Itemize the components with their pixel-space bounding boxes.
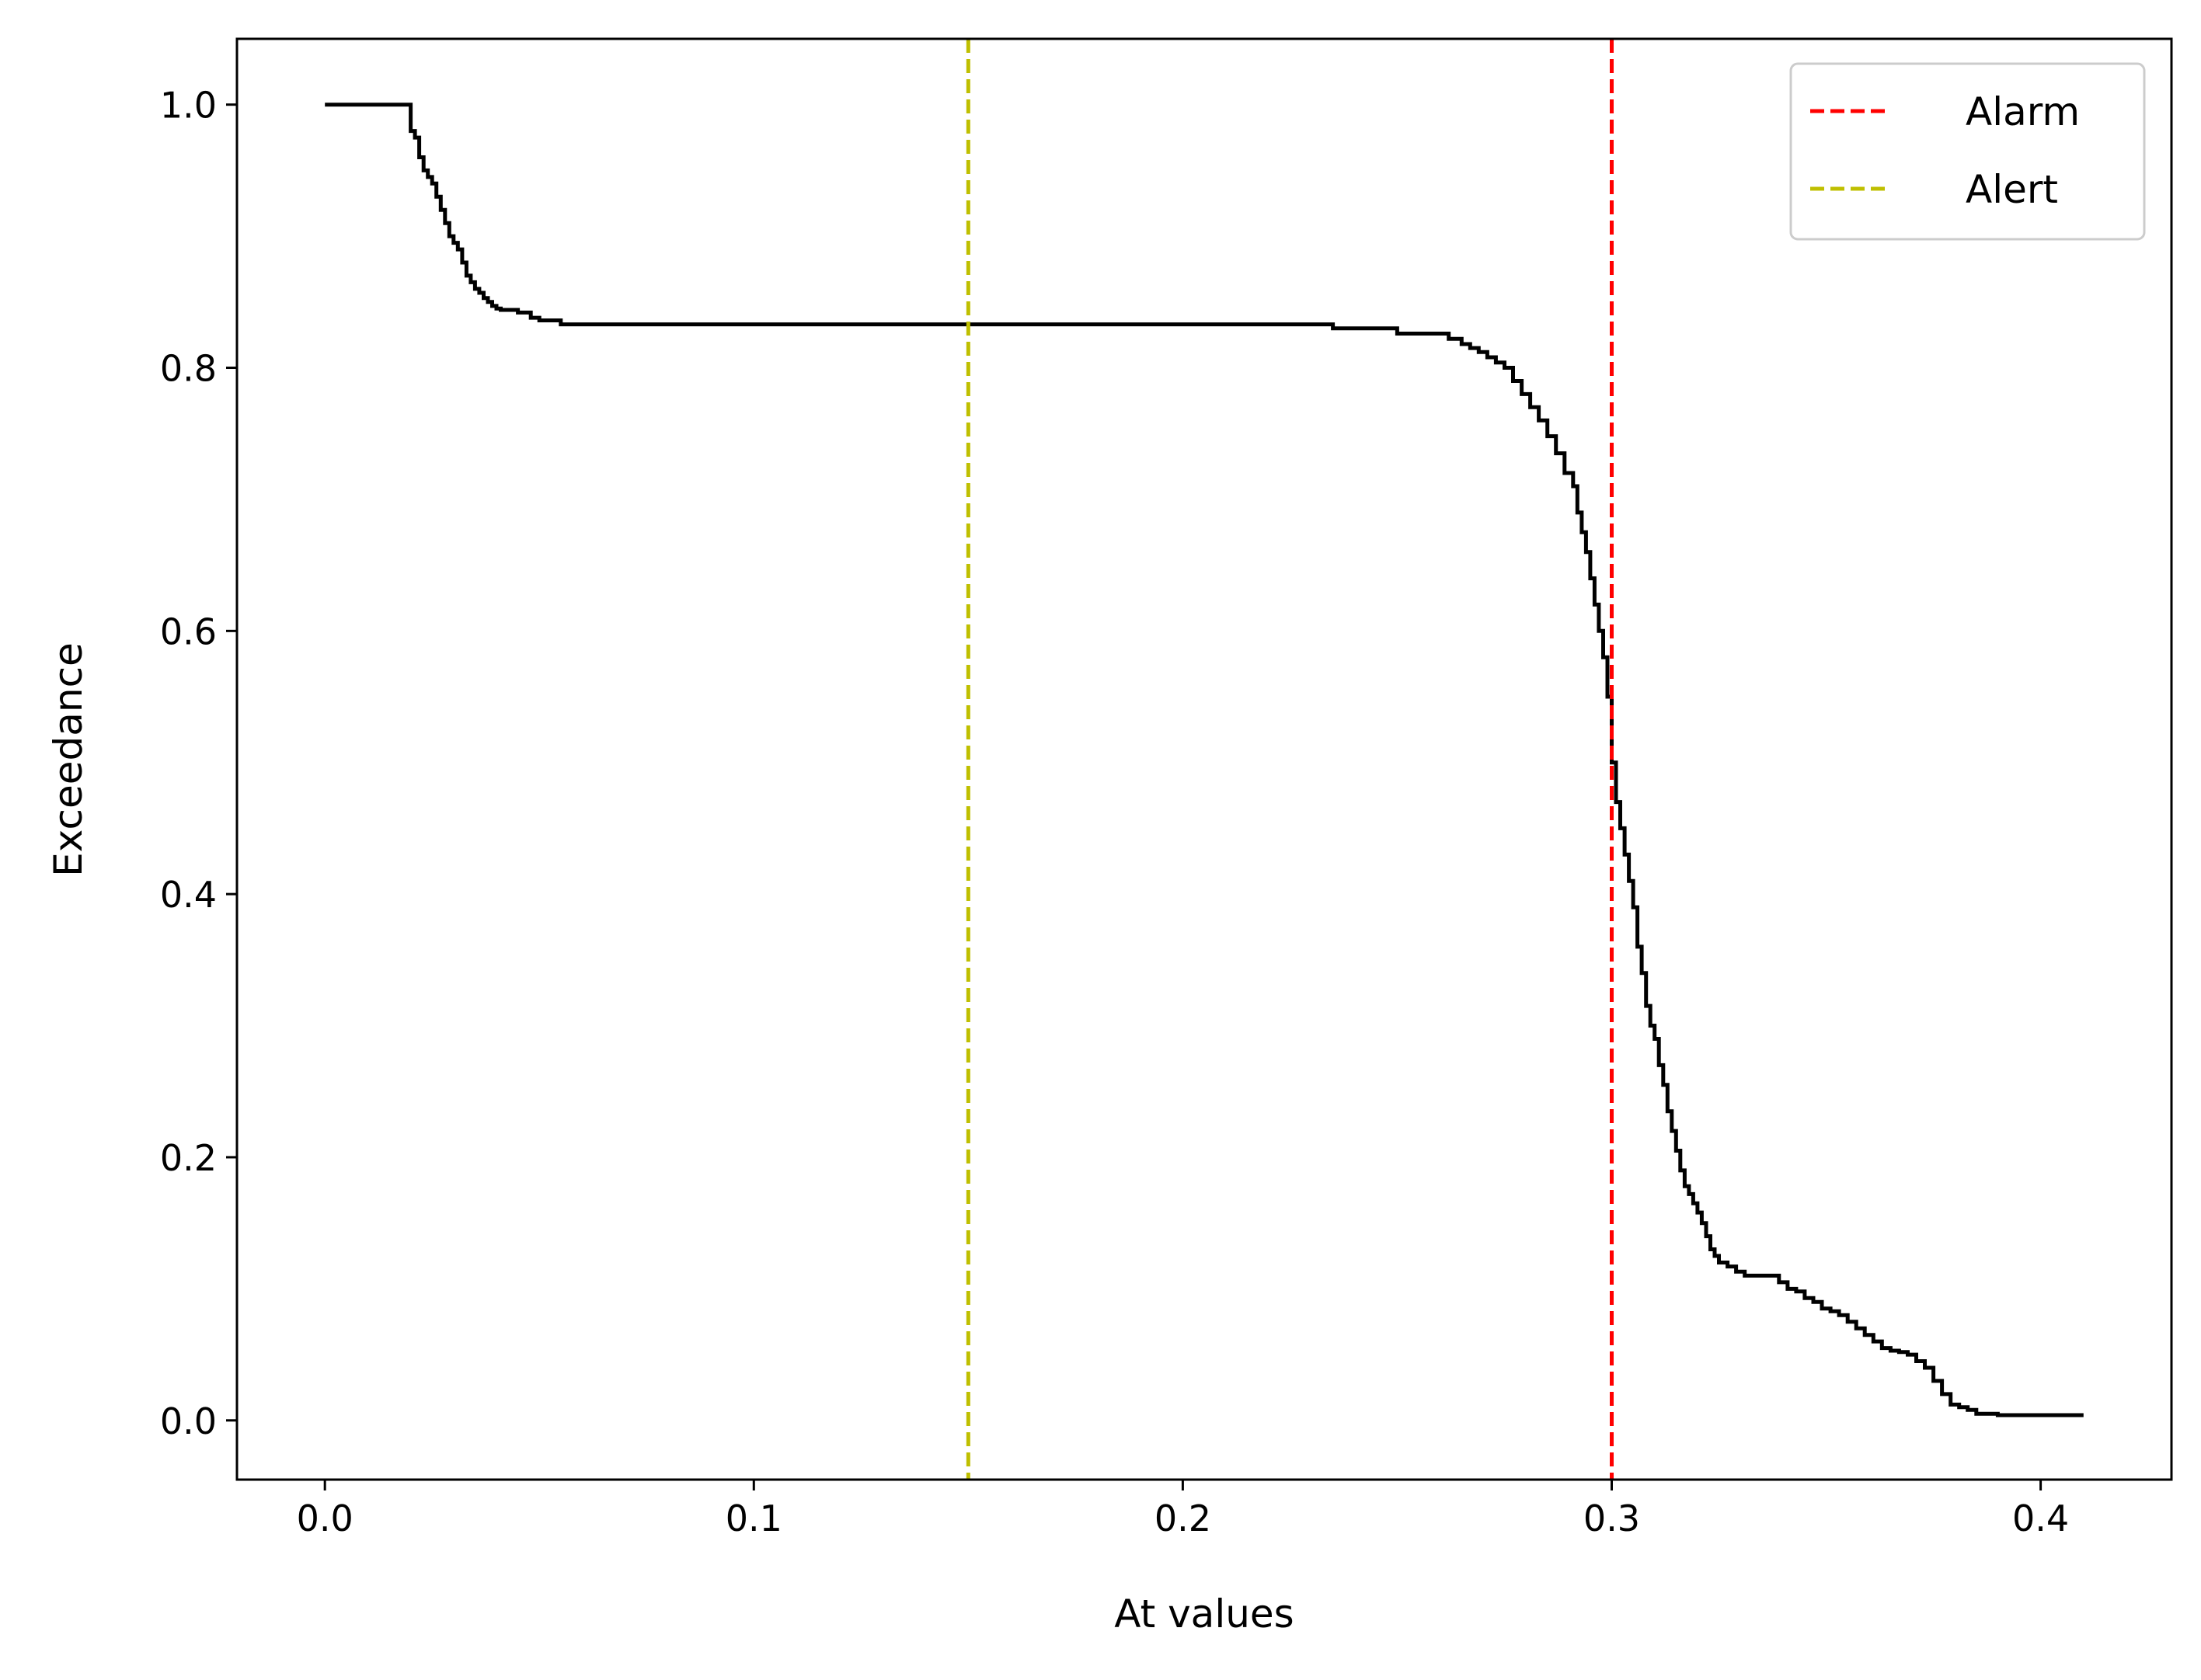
x-tick-label: 0.3 <box>1583 1497 1640 1539</box>
axes-frame <box>235 37 2173 1481</box>
x-tick-label: 0.2 <box>1154 1497 1211 1539</box>
y-tick-label: 0.0 <box>160 1400 217 1442</box>
legend-label-alarm: Alarm <box>1966 89 2080 134</box>
legend-label-alert: Alert <box>1966 167 2058 212</box>
x-tick-label: 0.0 <box>297 1497 353 1539</box>
y-tick-label: 1.0 <box>160 85 217 127</box>
y-axis-ticks: 0.0 0.2 0.4 0.6 0.8 1.0 <box>160 85 237 1442</box>
legend: Alarm Alert <box>1789 62 2146 241</box>
exceedance-curve-0 <box>325 103 2084 1417</box>
x-tick-label: 0.1 <box>726 1497 782 1539</box>
y-axis-title: Exceedance <box>46 642 91 877</box>
y-tick-label: 0.8 <box>160 348 217 390</box>
y-tick-label: 0.4 <box>160 874 217 916</box>
y-tick-label: 0.6 <box>160 610 217 652</box>
plot-marks <box>325 39 2084 1480</box>
x-tick-label: 0.4 <box>2012 1497 2069 1539</box>
legend-box <box>1789 62 2146 241</box>
x-axis-ticks: 0.0 0.1 0.2 0.3 0.4 <box>297 1480 2069 1539</box>
y-tick-label: 0.2 <box>160 1137 217 1179</box>
x-axis-title: At values <box>1114 1591 1294 1637</box>
